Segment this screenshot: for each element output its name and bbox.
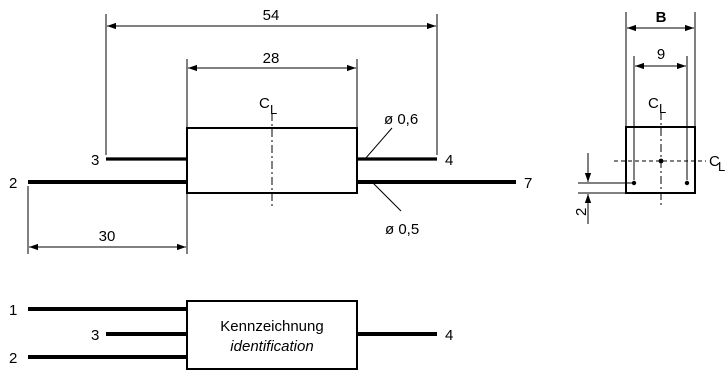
bottom-pin-3: 3 <box>91 327 99 344</box>
pin-2: 2 <box>9 175 17 192</box>
centerline-sub: L <box>270 102 277 117</box>
lead-diameter-lower: ø 0,5 <box>385 221 419 238</box>
end-side-centerline-label: C <box>709 153 720 170</box>
bottom-pin-1: 1 <box>9 302 17 319</box>
end-side-centerline-sub: L <box>718 159 725 174</box>
end-center-dot <box>658 158 664 164</box>
end-centerline-label: C <box>648 95 659 112</box>
dim-9: 9 <box>657 46 665 63</box>
marking-label-en: identification <box>230 338 313 355</box>
pin-4: 4 <box>445 152 453 169</box>
lead-diameter-upper: ø 0,6 <box>384 111 418 128</box>
dim-54: 54 <box>263 7 280 24</box>
centerline-label: C <box>259 95 270 112</box>
dim-2: 2 <box>573 208 590 216</box>
bottom-body <box>186 300 358 370</box>
bottom-pin-4: 4 <box>445 327 453 344</box>
lead-dot-right <box>684 180 690 186</box>
lead-dot-left <box>631 180 637 186</box>
leader-d06 <box>364 127 393 160</box>
dim-b: B <box>656 9 667 26</box>
dim-30: 30 <box>99 228 116 245</box>
marking-label-de: Kennzeichnung <box>220 318 323 335</box>
bottom-pin-2: 2 <box>9 350 17 367</box>
dim-28: 28 <box>263 50 280 67</box>
leader-d05 <box>371 181 402 212</box>
pin-3: 3 <box>91 152 99 169</box>
bottom-view: Kennzeichnung identification 1 3 2 4 <box>9 300 453 370</box>
end-view: B 9 C L C L 2 <box>573 9 725 224</box>
side-view: C L 54 28 30 ø 0,6 ø 0,5 3 2 4 7 <box>9 7 532 254</box>
end-centerline-sub: L <box>659 101 666 116</box>
pin-7: 7 <box>524 175 532 192</box>
